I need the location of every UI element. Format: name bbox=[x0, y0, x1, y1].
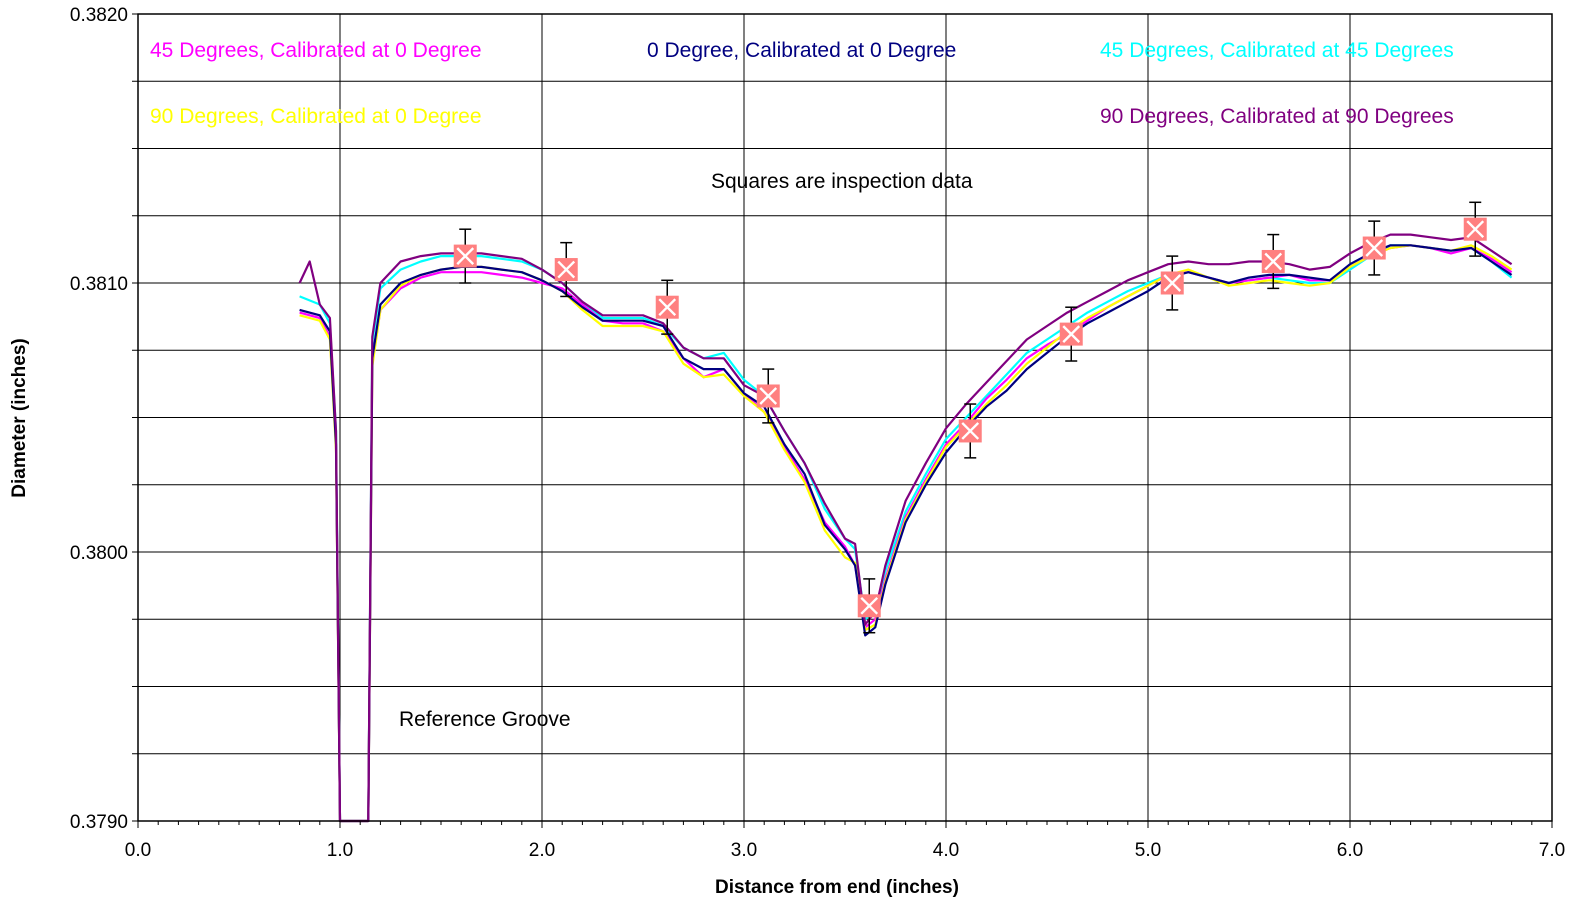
grid bbox=[138, 14, 1552, 821]
series-line bbox=[299, 244, 1513, 823]
legend-entry-0-cal-0: 0 Degree, Calibrated at 0 Degree bbox=[647, 39, 956, 62]
annotation-squares-note: Squares are inspection data bbox=[711, 170, 973, 193]
y-tick-label: 0.3820 bbox=[70, 5, 128, 26]
inspection-marker-cross bbox=[759, 387, 778, 405]
x-tick-label: 3.0 bbox=[731, 840, 757, 861]
x-tick-label: 1.0 bbox=[327, 840, 353, 861]
inspection-marker-cross bbox=[1163, 274, 1182, 292]
x-tick-label: 2.0 bbox=[529, 840, 555, 861]
legend-entry-45-cal-45: 45 Degrees, Calibrated at 45 Degrees bbox=[1100, 39, 1454, 62]
series-group bbox=[298, 233, 1513, 823]
x-tick-label: 0.0 bbox=[125, 840, 151, 861]
series-line bbox=[299, 244, 1513, 823]
inspection-marker-cross bbox=[658, 298, 677, 317]
y-tick-label: 0.3810 bbox=[70, 274, 128, 295]
legend-entry-90-cal-0: 90 Degrees, Calibrated at 0 Degree bbox=[150, 105, 482, 128]
inspection-marker-cross bbox=[1466, 220, 1485, 239]
tick-labels: 0.0 1.0 2.0 3.0 4.0 5.0 6.0 7.0 0.3790 0.3800 0.38… bbox=[70, 5, 1565, 861]
legend-entry-45-cal-0: 45 Degrees, Calibrated at 0 Degree bbox=[150, 39, 482, 62]
plot-frame bbox=[132, 13, 1553, 828]
y-axis-title: Diameter (inches) bbox=[9, 338, 30, 497]
inspection-marker-cross bbox=[1062, 325, 1081, 343]
inspection-marker-cross bbox=[456, 247, 475, 265]
inspection-marker-cross bbox=[557, 260, 576, 279]
x-tick-label: 7.0 bbox=[1539, 840, 1565, 861]
y-tick-label: 0.3790 bbox=[70, 812, 128, 833]
inspection-data-group bbox=[453, 201, 1487, 634]
legend-entry-90-cal-90: 90 Degrees, Calibrated at 90 Degrees bbox=[1100, 105, 1454, 128]
inspection-marker-cross bbox=[860, 596, 879, 615]
x-tick-label: 6.0 bbox=[1337, 840, 1363, 861]
x-tick-label: 5.0 bbox=[1135, 840, 1161, 861]
y-tick-label: 0.3800 bbox=[70, 543, 128, 564]
series-line bbox=[298, 233, 1513, 823]
series-line bbox=[299, 244, 1513, 823]
x-tick-label: 4.0 bbox=[933, 840, 959, 861]
series-line bbox=[299, 244, 1513, 823]
inspection-marker-cross bbox=[961, 422, 980, 440]
annotation-reference-groove: Reference Groove bbox=[399, 708, 571, 731]
inspection-marker-cross bbox=[1365, 239, 1384, 257]
x-axis-title: Distance from end (inches) bbox=[715, 877, 959, 898]
inspection-marker-cross bbox=[1264, 252, 1283, 271]
